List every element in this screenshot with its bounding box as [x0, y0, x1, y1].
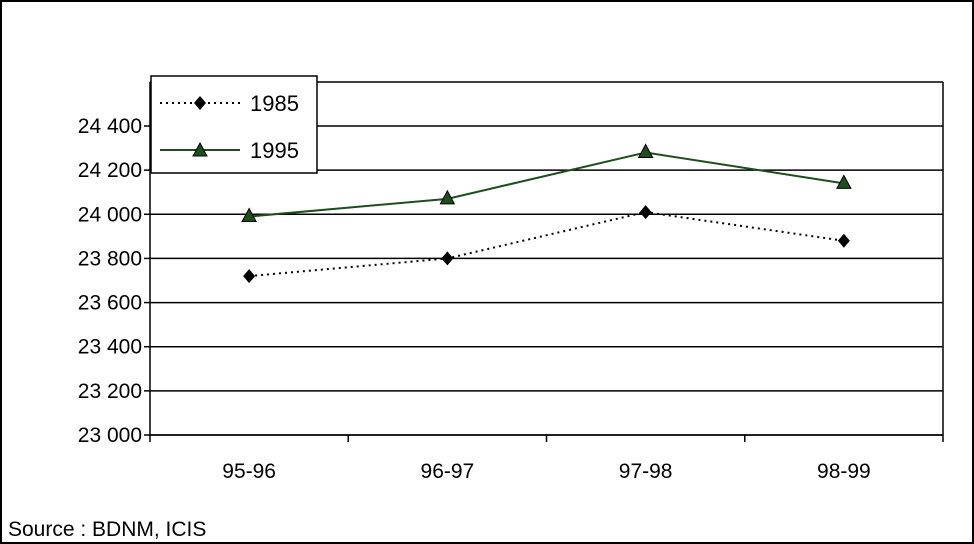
series-line-1995 [249, 151, 845, 218]
y-tick-label: 23 600 [78, 292, 142, 315]
data-point-1995 [439, 189, 456, 205]
data-point-1985 [639, 205, 652, 220]
x-tick-label: 97-98 [619, 460, 673, 483]
legend-marker-1995 [192, 141, 208, 157]
y-tick-label: 23 200 [78, 380, 142, 403]
legend-label-1985: 1985 [250, 91, 299, 116]
y-tick-label: 23 000 [78, 424, 142, 447]
x-axis: 95-96 96-97 97-98 98-99 [149, 434, 944, 483]
data-point-1985 [441, 251, 454, 266]
y-tick-label: 23 400 [78, 336, 142, 359]
data-point-1995 [836, 174, 852, 189]
series [241, 143, 852, 284]
y-tick-label: 24 200 [78, 159, 142, 182]
series-line-1985 [249, 211, 845, 278]
data-point-1985 [243, 269, 256, 284]
y-tick-label: 24 400 [78, 115, 142, 138]
x-tick-label: 98-99 [817, 460, 871, 483]
legend: 1985 1995 [150, 75, 318, 174]
data-point-1985 [837, 233, 850, 248]
data-point-1995 [637, 143, 654, 158]
legend-box [150, 75, 318, 174]
data-point-1995 [241, 207, 257, 222]
legend-marker-1985 [194, 96, 206, 110]
x-tick-label: 95-96 [222, 460, 276, 483]
legend-label-1995: 1995 [250, 138, 299, 163]
source-note: Source : BDNM, ICIS [8, 518, 206, 541]
y-tick-label: 23 800 [78, 247, 142, 270]
y-tick-label: 24 000 [78, 203, 142, 226]
y-axis: 23 000 23 200 23 400 23 600 23 800 24 000 24 2… [78, 82, 151, 447]
x-tick-label: 96-97 [421, 460, 475, 483]
